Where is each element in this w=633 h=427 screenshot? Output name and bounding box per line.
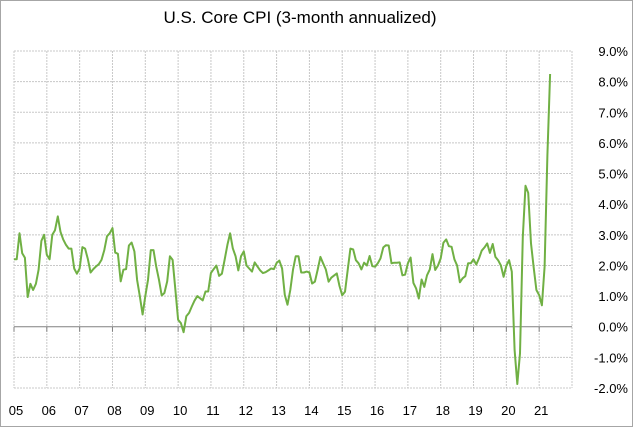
x-tick-label: 18 (435, 403, 449, 418)
y-tick-label: 4.0% (598, 197, 628, 212)
x-tick-label: 19 (468, 403, 482, 418)
x-tick-label: 10 (173, 403, 187, 418)
x-tick-label: 13 (271, 403, 285, 418)
y-tick-label: 9.0% (598, 44, 628, 59)
x-tick-label: 05 (9, 403, 23, 418)
y-tick-label: 8.0% (598, 75, 628, 90)
x-tick-label: 09 (140, 403, 154, 418)
x-tick-label: 15 (337, 403, 351, 418)
x-tick-label: 17 (403, 403, 417, 418)
x-tick-label: 07 (74, 403, 88, 418)
y-tick-label: 7.0% (598, 105, 628, 120)
y-tick-label: 1.0% (598, 289, 628, 304)
x-tick-label: 16 (370, 403, 384, 418)
y-tick-label: 0.0% (598, 320, 628, 335)
y-tick-label: -2.0% (594, 381, 628, 396)
x-tick-label: 11 (206, 403, 220, 418)
x-tick-label: 20 (501, 403, 515, 418)
chart-title: U.S. Core CPI (3-month annualized) (163, 8, 437, 27)
x-tick-label: 06 (42, 403, 56, 418)
y-tick-label: 5.0% (598, 167, 628, 182)
series-line-core-cpi (14, 73, 552, 385)
x-tick-label: 14 (304, 403, 318, 418)
x-tick-label: 12 (239, 403, 253, 418)
x-tick-label: 08 (107, 403, 121, 418)
y-tick-label: 2.0% (598, 258, 628, 273)
y-tick-label: 3.0% (598, 228, 628, 243)
y-tick-label: 6.0% (598, 136, 628, 151)
x-tick-label: 21 (534, 403, 548, 418)
y-tick-label: -1.0% (594, 350, 628, 365)
